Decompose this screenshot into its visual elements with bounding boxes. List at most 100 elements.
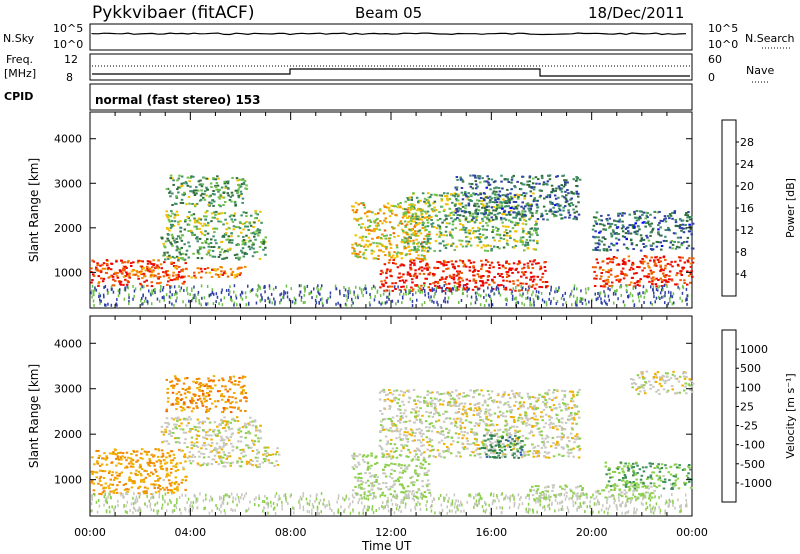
- data-cell: [206, 267, 210, 269]
- data-cell: [567, 415, 571, 418]
- data-cell: [575, 190, 578, 193]
- data-cell: [220, 462, 224, 464]
- data-cell: [594, 247, 598, 250]
- data-cell: [260, 241, 263, 244]
- data-cell: [389, 243, 393, 246]
- data-cell: [352, 211, 356, 214]
- data-cell: [218, 431, 221, 434]
- data-cell: [476, 273, 480, 276]
- data-cell: [523, 215, 526, 218]
- data-cell: [256, 232, 259, 235]
- data-cell: [459, 176, 462, 179]
- data-cell: [504, 267, 507, 270]
- data-cell: [366, 467, 370, 470]
- data-cell: [238, 194, 242, 197]
- data-cell: [549, 202, 553, 205]
- data-cell: [241, 223, 245, 225]
- data-cell: [240, 193, 243, 195]
- data-cell: [621, 220, 624, 223]
- data-cell: [160, 267, 163, 270]
- data-cell: [536, 218, 540, 220]
- data-cell: [652, 276, 655, 279]
- data-cell: [188, 386, 191, 389]
- data-cell: [334, 284, 337, 288]
- data-cell: [480, 268, 483, 271]
- data-cell: [245, 211, 248, 214]
- data-cell: [539, 194, 542, 197]
- data-cell: [453, 192, 457, 195]
- data-cell: [568, 205, 572, 207]
- data-cell: [451, 236, 454, 239]
- data-cell: [664, 279, 668, 282]
- data-cell: [148, 474, 151, 477]
- data-cell: [597, 242, 600, 245]
- data-cell: [173, 457, 176, 460]
- data-cell: [609, 248, 612, 251]
- data-cell: [179, 393, 183, 396]
- data-cell: [392, 254, 395, 257]
- data-cell: [539, 278, 542, 281]
- data-cell: [189, 428, 192, 430]
- data-cell: [247, 430, 250, 433]
- data-cell: [300, 295, 303, 299]
- data-cell: [627, 232, 630, 235]
- data-cell: [595, 211, 599, 214]
- data-cell: [688, 218, 692, 221]
- data-cell: [455, 188, 459, 191]
- data-cell: [423, 237, 426, 240]
- data-cell: [188, 391, 191, 394]
- data-cell: [429, 247, 432, 250]
- data-cell: [478, 177, 481, 180]
- data-cell: [594, 248, 598, 251]
- data-cell: [651, 229, 654, 232]
- data-cell: [245, 188, 248, 190]
- data-cell: [664, 217, 667, 220]
- data-cell: [454, 227, 457, 230]
- data-cell: [227, 399, 230, 402]
- data-cell: [182, 182, 185, 185]
- data-cell: [424, 293, 426, 297]
- data-cell: [229, 462, 232, 465]
- data-cell: [201, 224, 204, 227]
- data-cell: [151, 274, 154, 277]
- data-cell: [382, 285, 385, 288]
- data-cell: [423, 226, 426, 229]
- data-cell: [158, 485, 161, 487]
- data-cell: [413, 264, 416, 267]
- data-cell: [462, 226, 465, 229]
- data-cell: [408, 289, 410, 293]
- data-cell: [376, 476, 379, 479]
- data-cell: [388, 285, 391, 288]
- data-cell: [203, 176, 206, 179]
- data-cell: [435, 215, 438, 217]
- data-cell: [463, 288, 467, 291]
- data-cell: [540, 286, 544, 289]
- data-cell: [570, 192, 573, 195]
- data-cell: [109, 483, 112, 486]
- data-cell: [184, 396, 188, 399]
- data-cell: [474, 279, 478, 282]
- data-cell: [361, 458, 365, 461]
- data-cell: [502, 238, 506, 240]
- data-cell: [424, 460, 427, 463]
- data-cell: [240, 249, 243, 252]
- data-cell: [389, 493, 393, 496]
- data-cell: [207, 302, 209, 305]
- data-cell: [168, 229, 171, 232]
- data-cell: [606, 219, 609, 222]
- data-cell: [206, 463, 209, 466]
- data-cell: [575, 210, 579, 213]
- data-cell: [210, 220, 213, 223]
- data-cell: [622, 277, 626, 280]
- data-cell: [242, 228, 245, 231]
- data-cell: [438, 235, 441, 238]
- data-cell: [420, 452, 424, 455]
- data-cell: [126, 280, 130, 283]
- data-cell: [475, 183, 478, 186]
- data-cell: [230, 295, 232, 299]
- data-cell: [218, 204, 221, 207]
- data-cell: [458, 218, 461, 221]
- data-cell: [227, 180, 230, 183]
- data-cell: [426, 268, 429, 271]
- data-cell: [187, 422, 190, 425]
